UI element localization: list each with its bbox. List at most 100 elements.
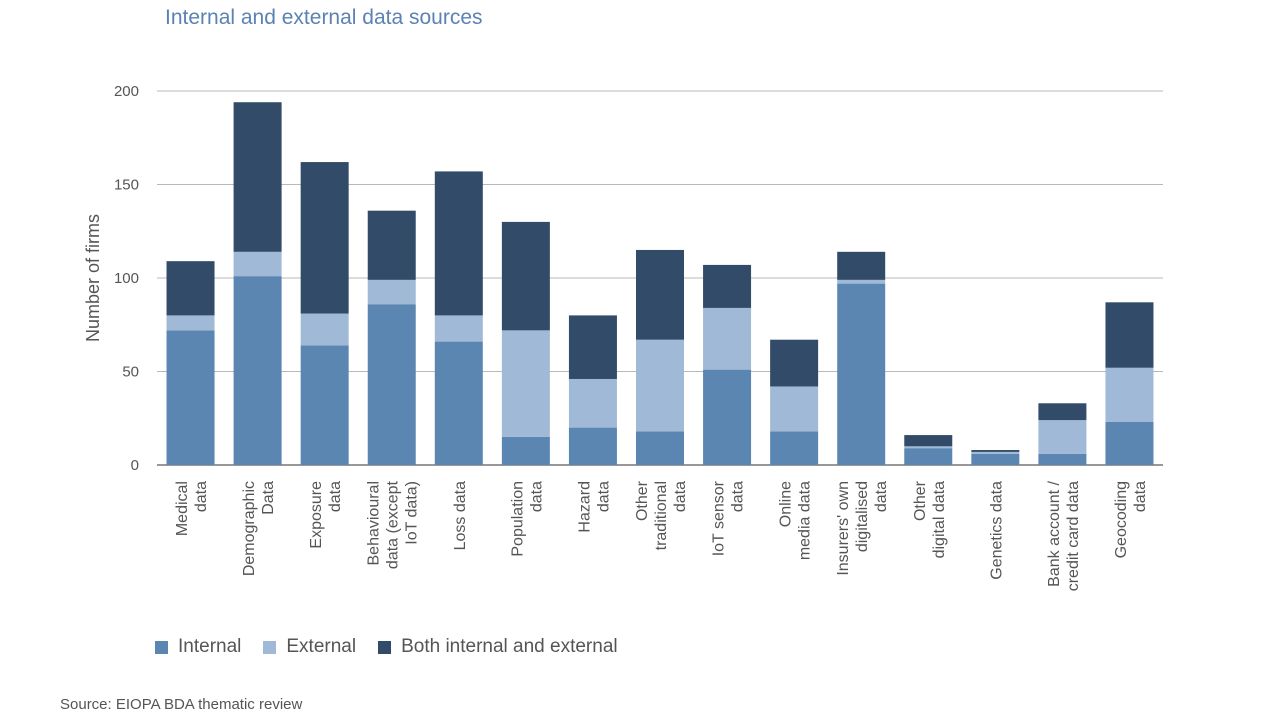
bar-segment-external [636, 339, 684, 432]
bar-segment-internal [971, 453, 1020, 465]
x-category-label: Population data [509, 481, 545, 557]
bar-segment-internal [166, 330, 215, 465]
x-category-label-line: digital data [931, 481, 948, 558]
bar-segment-internal [568, 427, 617, 465]
x-category-label: Exposure data [308, 481, 344, 549]
legend-label-external: External [286, 636, 357, 657]
x-category-label-line: IoT data) [404, 481, 421, 545]
legend-label-internal: Internal [178, 636, 242, 657]
bar-segment-both [568, 315, 617, 379]
bar-segment-both [367, 210, 416, 280]
x-category-label-line: Hazard [576, 481, 593, 533]
bar-segment-both [837, 251, 886, 280]
bar-segment-both [300, 162, 349, 314]
x-category-label: Bank account / credit card data [1046, 480, 1082, 591]
legend-swatch-internal [155, 640, 168, 654]
x-category-label-line: data (except [385, 480, 402, 569]
chart-title: Internal and external data sources [165, 6, 483, 29]
bar-segment-both [1105, 302, 1154, 368]
x-category-label-line: media data [797, 481, 814, 560]
x-category-label-line: data [595, 481, 612, 512]
x-category-label-line: data [1132, 481, 1149, 512]
bar-segment-internal [300, 345, 349, 465]
x-category-label-line: digitalised [854, 481, 871, 552]
x-category-label: Insurers' own digitalised data [835, 481, 890, 576]
x-category-label-line: Demographic [241, 481, 258, 576]
x-category-label-line: Online [778, 481, 795, 527]
y-tick-label: 100 [114, 270, 139, 287]
bar-segment-internal [1105, 421, 1154, 465]
x-category-label: Hazard data [576, 481, 612, 533]
x-category-label: Genetics data [988, 481, 1005, 580]
bar-segment-external [837, 279, 886, 284]
x-category-label-line: traditional [653, 481, 670, 550]
x-category-label: Medical data [174, 481, 210, 536]
x-category-label-line: data [873, 481, 890, 512]
x-category-label: Behavioural data (except IoT data) [366, 480, 421, 569]
x-category-label-line: data [672, 481, 689, 512]
x-category-label-line: Genetics data [988, 481, 1005, 580]
x-category-label-line: Other [912, 480, 929, 521]
y-axis-label: Number of firms [83, 214, 103, 342]
bar-segment-both [1038, 403, 1087, 421]
x-category-label: Geocoding data [1113, 481, 1149, 558]
bar-segment-internal [703, 369, 752, 465]
x-category-label-line: data [730, 481, 747, 512]
y-tick-label: 0 [131, 457, 139, 474]
y-tick-label: 150 [114, 177, 139, 194]
bar-segment-external [770, 386, 819, 432]
x-category-label-line: Bank account / [1046, 480, 1063, 586]
bars [166, 102, 1154, 465]
bar-segment-internal [233, 276, 282, 465]
bar-segment-external [300, 313, 349, 346]
legend-item-both: Both internal and external [378, 636, 618, 658]
legend-label-both: Both internal and external [401, 636, 618, 657]
x-category-label: Loss data [452, 481, 469, 550]
bar-segment-external [568, 378, 617, 428]
y-tick-label: 50 [122, 364, 139, 381]
legend-item-external: External [263, 636, 356, 658]
bar-segment-internal [837, 283, 886, 465]
bar-segment-external [501, 330, 550, 437]
legend-swatch-external [263, 640, 277, 654]
bar-segment-both [233, 102, 282, 252]
x-category-label-line: data [327, 481, 344, 512]
legend-swatch-both [378, 640, 392, 654]
bar-segment-both [636, 249, 684, 340]
x-category-label-line: Geocoding [1113, 481, 1130, 558]
x-category-label: Other traditional data [634, 480, 689, 550]
x-category-label-line: data [193, 481, 210, 512]
bar-segment-internal [367, 304, 416, 465]
bar-segment-internal [1038, 453, 1087, 465]
bar-segment-both [703, 264, 752, 308]
bar-segment-external [233, 251, 282, 277]
bar-segment-external [166, 315, 215, 331]
bar-segment-internal [904, 448, 953, 465]
legend: Internal External Both internal and exte… [155, 636, 618, 658]
x-category-label: Online media data [778, 481, 814, 560]
bar-segment-external [703, 307, 752, 370]
x-category-label: Demographic Data [241, 481, 277, 576]
x-category-label-line: Medical [174, 481, 191, 536]
bar-segment-both [971, 450, 1020, 452]
bar-segment-both [904, 435, 953, 447]
x-category-label-line: Population [509, 481, 526, 557]
bar-segment-both [770, 339, 819, 387]
bar-segment-internal [770, 431, 819, 465]
x-category-label-line: Behavioural [366, 481, 383, 566]
bar-segment-external [434, 315, 483, 342]
x-category-label-line: IoT sensor [711, 480, 728, 556]
x-category-label: IoT sensor data [711, 480, 747, 556]
x-category-label-line: Loss data [452, 481, 469, 550]
x-category-label-line: Other [634, 480, 651, 521]
x-category-label-line: credit card data [1065, 481, 1082, 591]
bar-segment-internal [636, 431, 684, 465]
x-category-label-line: data [528, 481, 545, 512]
source-note: Source: EIOPA BDA thematic review [60, 696, 303, 713]
bar-segment-internal [434, 341, 483, 465]
bar-segment-both [166, 261, 215, 316]
bar-segment-external [367, 279, 416, 305]
bar-segment-external [904, 446, 953, 449]
bar-segment-both [501, 221, 550, 331]
